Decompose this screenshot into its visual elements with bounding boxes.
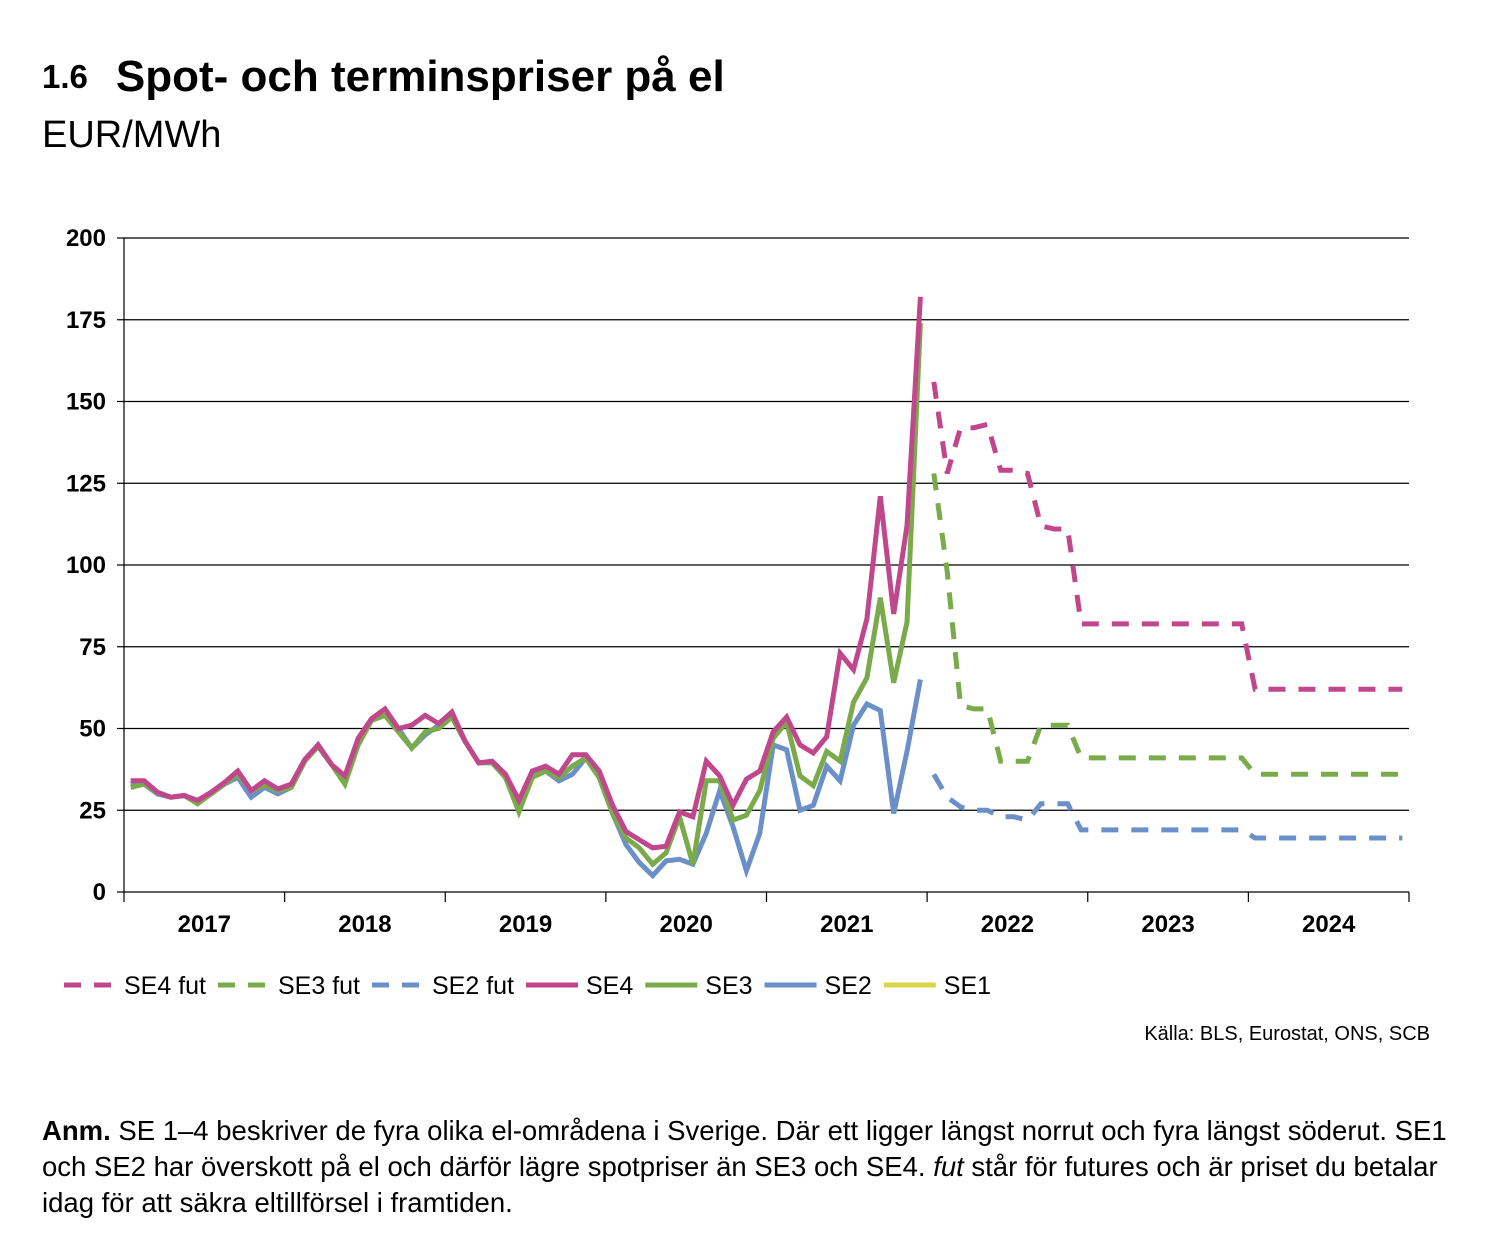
legend-label: SE4 bbox=[586, 972, 633, 1000]
x-tick-label: 2022 bbox=[981, 911, 1034, 938]
legend-item-se3: SE3 bbox=[645, 972, 752, 1000]
y-tick-label: 75 bbox=[79, 634, 106, 661]
series-lines bbox=[131, 297, 1403, 876]
x-tick-label: 2017 bbox=[178, 911, 231, 938]
y-tick-label: 50 bbox=[79, 716, 106, 743]
legend-item-se2fut: SE2 fut bbox=[372, 972, 514, 1000]
footnote-fut-term: fut bbox=[933, 1151, 964, 1182]
legend-label: SE4 fut bbox=[124, 972, 206, 1000]
y-tick-label: 25 bbox=[79, 797, 106, 824]
legend-item-se1: SE1 bbox=[884, 972, 991, 1000]
x-tick-label: 2019 bbox=[499, 911, 552, 938]
x-tick-label: 2018 bbox=[338, 911, 391, 938]
y-tick-label: 200 bbox=[66, 225, 106, 252]
line-chart: 0 25 50 75 100 125 150 175 200 2017 2018 2019 2020 20… bbox=[0, 0, 1512, 1010]
x-tick-label: 2020 bbox=[659, 911, 712, 938]
source-note: Källa: BLS, Eurostat, ONS, SCB bbox=[1144, 1023, 1430, 1046]
legend-label: SE3 bbox=[705, 972, 752, 1000]
legend: SE4 fut SE3 fut SE2 fut SE4 SE3 SE2 SE1 bbox=[64, 972, 991, 1000]
y-tick-label: 0 bbox=[93, 879, 106, 906]
legend-label: SE2 fut bbox=[432, 972, 514, 1000]
x-tick-label: 2023 bbox=[1141, 911, 1194, 938]
series-line-se4 bbox=[131, 297, 921, 848]
series-line-se3fut bbox=[934, 473, 1403, 774]
footnote: Anm. SE 1–4 beskriver de fyra olika el-o… bbox=[42, 1113, 1482, 1221]
y-tick-label: 150 bbox=[66, 389, 106, 416]
legend-item-se4fut: SE4 fut bbox=[64, 972, 206, 1000]
legend-item-se2: SE2 bbox=[765, 972, 872, 1000]
legend-item-se4: SE4 bbox=[526, 972, 633, 1000]
gridlines bbox=[124, 238, 1409, 810]
y-tick-label: 100 bbox=[66, 552, 106, 579]
legend-label: SE3 fut bbox=[278, 972, 360, 1000]
legend-label: SE1 bbox=[944, 972, 991, 1000]
series-line-se4fut bbox=[934, 382, 1403, 689]
legend-item-se3fut: SE3 fut bbox=[218, 972, 360, 1000]
y-tick-label: 125 bbox=[66, 470, 106, 497]
legend-label: SE2 bbox=[825, 972, 872, 1000]
footnote-prefix: Anm. bbox=[42, 1115, 111, 1146]
series-line-se2fut bbox=[934, 774, 1403, 838]
y-tick-label: 175 bbox=[66, 307, 106, 334]
x-tick-label: 2024 bbox=[1302, 911, 1356, 938]
x-tick-label: 2021 bbox=[820, 911, 873, 938]
